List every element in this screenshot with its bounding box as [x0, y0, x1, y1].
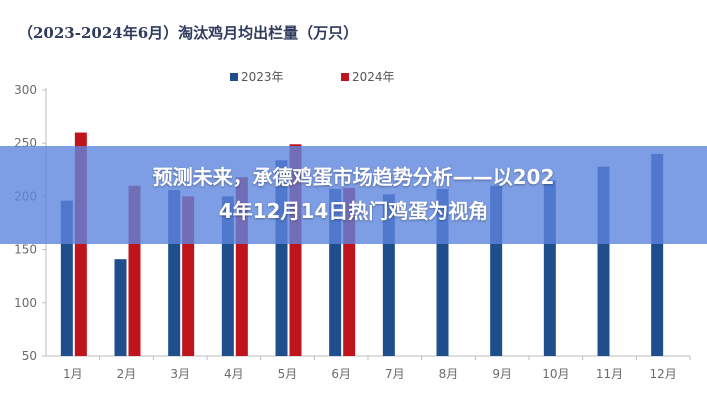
x-tick-label: 8月	[439, 367, 459, 381]
x-tick-label: 3月	[170, 367, 190, 381]
legend-swatch	[230, 73, 238, 81]
bar-2023年-1月	[60, 200, 73, 356]
x-tick-label: 9月	[492, 367, 512, 381]
x-tick-label: 6月	[331, 367, 351, 381]
headline-banner: 预测未来，承德鸡蛋市场趋势分析——以202 4年12月14日热门鸡蛋为视角	[0, 146, 707, 244]
chart-title-bar: （2023-2024年6月）淘汰鸡月均出栏量（万只）	[0, 0, 707, 58]
legend-swatch	[341, 73, 349, 81]
x-tick-label: 11月	[596, 367, 623, 381]
x-tick-label: 10月	[542, 367, 569, 381]
x-tick-label: 12月	[650, 367, 677, 381]
x-tick-label: 2月	[117, 367, 137, 381]
chart-title: （2023-2024年6月）淘汰鸡月均出栏量（万只）	[18, 24, 359, 42]
x-tick-label: 5月	[278, 367, 298, 381]
y-tick-label: 150	[14, 243, 37, 257]
legend-label: 2023年	[241, 70, 284, 84]
y-tick-label: 100	[14, 296, 37, 310]
x-tick-label: 4月	[224, 367, 244, 381]
legend-label: 2024年	[352, 70, 395, 84]
y-tick-label: 50	[22, 349, 37, 363]
x-tick-label: 1月	[63, 367, 83, 381]
x-tick-label: 7月	[385, 367, 405, 381]
y-tick-label: 300	[14, 83, 37, 97]
headline-text: 预测未来，承德鸡蛋市场趋势分析——以202 4年12月14日热门鸡蛋为视角	[152, 165, 555, 223]
bar-2023年-2月	[114, 259, 127, 356]
